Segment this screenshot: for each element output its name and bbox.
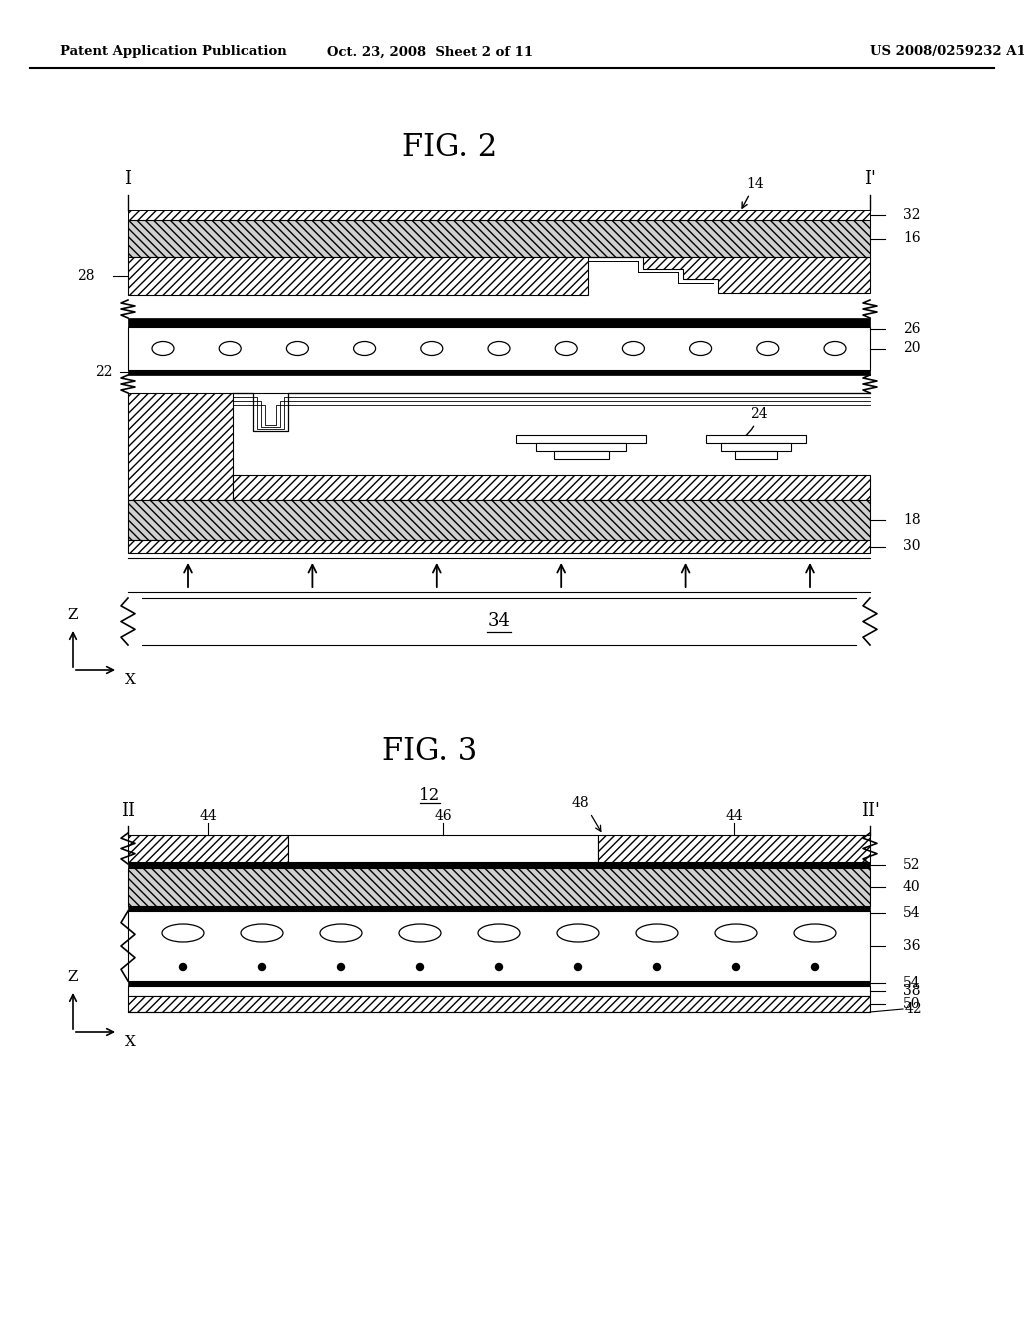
Text: 38: 38: [903, 983, 921, 998]
Bar: [128, 986, 870, 997]
Ellipse shape: [152, 342, 174, 355]
Ellipse shape: [421, 342, 442, 355]
Circle shape: [179, 964, 186, 970]
Ellipse shape: [636, 924, 678, 942]
Ellipse shape: [557, 924, 599, 942]
Circle shape: [811, 964, 818, 970]
Text: FIG. 3: FIG. 3: [382, 737, 477, 767]
Bar: [128, 869, 870, 906]
Bar: [128, 318, 870, 327]
Polygon shape: [588, 257, 870, 293]
Text: FIG. 2: FIG. 2: [402, 132, 498, 164]
Text: 40: 40: [903, 880, 921, 894]
Bar: [233, 475, 870, 500]
Bar: [128, 370, 870, 375]
Ellipse shape: [824, 342, 846, 355]
Ellipse shape: [287, 342, 308, 355]
Bar: [128, 997, 870, 1012]
Text: Oct. 23, 2008  Sheet 2 of 11: Oct. 23, 2008 Sheet 2 of 11: [327, 45, 534, 58]
Text: 28: 28: [78, 269, 95, 282]
Ellipse shape: [162, 924, 204, 942]
Text: 16: 16: [903, 231, 921, 246]
Circle shape: [496, 964, 503, 970]
Ellipse shape: [488, 342, 510, 355]
Text: II: II: [121, 803, 135, 820]
Ellipse shape: [478, 924, 520, 942]
Ellipse shape: [623, 342, 644, 355]
Bar: [721, 444, 791, 451]
Ellipse shape: [219, 342, 242, 355]
Circle shape: [574, 964, 582, 970]
Bar: [128, 327, 870, 370]
Bar: [706, 436, 806, 444]
Text: 24: 24: [730, 407, 768, 445]
Bar: [128, 220, 870, 257]
Text: 26: 26: [903, 322, 921, 337]
Text: 54: 54: [903, 975, 921, 990]
Text: X: X: [125, 1035, 136, 1049]
Text: Z: Z: [68, 609, 78, 622]
Bar: [128, 981, 870, 986]
Ellipse shape: [794, 924, 836, 942]
Text: 42: 42: [905, 1002, 923, 1016]
Bar: [128, 257, 588, 294]
Circle shape: [338, 964, 344, 970]
Bar: [516, 436, 646, 444]
Text: 50: 50: [903, 997, 921, 1011]
Bar: [128, 836, 288, 862]
Circle shape: [653, 964, 660, 970]
Text: Patent Application Publication: Patent Application Publication: [60, 45, 287, 58]
Text: 34: 34: [487, 612, 510, 631]
Circle shape: [417, 964, 424, 970]
Ellipse shape: [241, 924, 283, 942]
Text: 46: 46: [434, 809, 452, 822]
Text: 30: 30: [903, 540, 921, 553]
Bar: [554, 451, 609, 459]
Text: 14: 14: [742, 177, 764, 209]
Bar: [128, 393, 233, 500]
Ellipse shape: [399, 924, 441, 942]
Text: X: X: [125, 673, 136, 686]
Bar: [128, 210, 870, 220]
Bar: [128, 500, 870, 540]
Text: 18: 18: [903, 513, 921, 527]
Text: 44: 44: [199, 809, 217, 822]
Text: 44: 44: [725, 809, 742, 822]
Text: I': I': [864, 170, 876, 187]
Text: 22: 22: [95, 366, 113, 379]
Text: 20: 20: [903, 342, 921, 355]
Text: 52: 52: [903, 858, 921, 873]
Bar: [128, 911, 870, 981]
Bar: [536, 444, 626, 451]
Text: Z: Z: [68, 970, 78, 983]
Bar: [128, 906, 870, 911]
Ellipse shape: [757, 342, 779, 355]
Circle shape: [732, 964, 739, 970]
Ellipse shape: [555, 342, 578, 355]
Ellipse shape: [715, 924, 757, 942]
Ellipse shape: [353, 342, 376, 355]
Text: II': II': [860, 803, 880, 820]
Bar: [128, 862, 870, 869]
Text: 12: 12: [420, 787, 440, 804]
Ellipse shape: [689, 342, 712, 355]
Bar: [128, 540, 870, 553]
Text: 36: 36: [903, 939, 921, 953]
Text: 54: 54: [903, 906, 921, 920]
Circle shape: [258, 964, 265, 970]
Ellipse shape: [319, 924, 362, 942]
Text: US 2008/0259232 A1: US 2008/0259232 A1: [870, 45, 1024, 58]
Bar: [735, 451, 777, 459]
Text: I: I: [125, 170, 131, 187]
Text: 32: 32: [903, 209, 921, 222]
Bar: [288, 836, 598, 862]
Text: 48: 48: [571, 796, 589, 810]
Bar: [598, 836, 870, 862]
